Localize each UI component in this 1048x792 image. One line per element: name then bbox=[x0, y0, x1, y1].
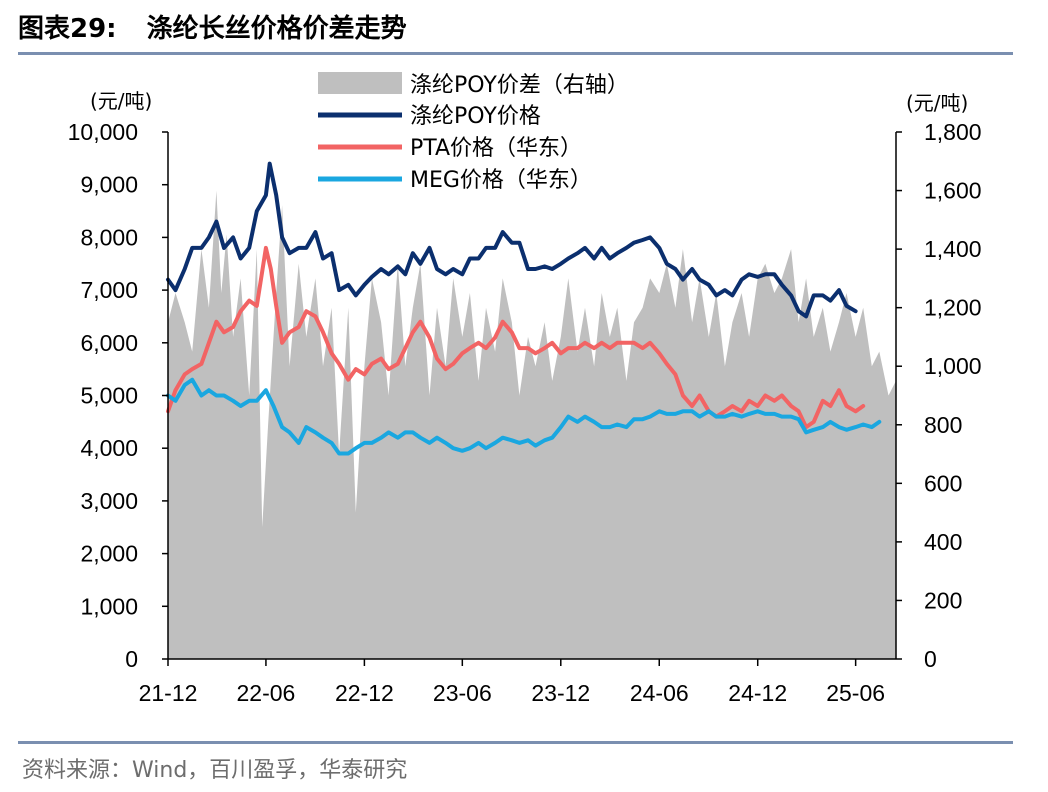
x-tick-label: 24-06 bbox=[630, 680, 689, 706]
left-tick-label: 4,000 bbox=[80, 435, 138, 461]
left-tick-label: 6,000 bbox=[80, 330, 138, 356]
figure-label: 图表29: bbox=[18, 14, 117, 44]
right-tick-label: 1,200 bbox=[924, 295, 982, 321]
meg-price-line bbox=[166, 377, 882, 456]
left-tick-label: 8,000 bbox=[80, 224, 138, 250]
x-tick-label: 23-12 bbox=[531, 680, 590, 706]
right-tick-label: 1,000 bbox=[924, 353, 982, 379]
x-tick-label: 23-06 bbox=[433, 680, 492, 706]
legend-swatch-spread bbox=[318, 72, 402, 94]
spread-area-layer bbox=[168, 190, 896, 659]
x-tick-label: 21-12 bbox=[139, 680, 198, 706]
right-tick-label: 1,800 bbox=[924, 119, 982, 145]
left-tick-label: 0 bbox=[125, 646, 138, 672]
pta-price-line bbox=[166, 245, 866, 430]
left-tick-label: 3,000 bbox=[80, 488, 138, 514]
legend-label: 涤纶POY价格 bbox=[410, 104, 541, 129]
chart-title: 涤纶长丝价格价差走势 bbox=[146, 14, 407, 44]
legend: 涤纶POY价差（右轴） 涤纶POY价格 PTA价格（华东） MEG价格（华东） bbox=[318, 72, 629, 193]
legend-label: PTA价格（华东） bbox=[410, 136, 582, 161]
figure-title: 图表29: 涤纶长丝价格价差走势 bbox=[18, 12, 407, 46]
bottom-divider bbox=[18, 741, 1013, 744]
price-lines-layer bbox=[166, 161, 882, 456]
top-divider bbox=[18, 52, 1013, 55]
legend-label: 涤纶POY价差（右轴） bbox=[410, 73, 629, 98]
right-tick-label: 1,400 bbox=[924, 236, 982, 262]
axes-layer: 0 1,000 2,000 3,000 4,000 5,000 6,000 7,000 8,00… bbox=[68, 119, 982, 706]
right-tick-label: 800 bbox=[924, 412, 962, 438]
right-tick-label: 0 bbox=[924, 646, 937, 672]
x-tick-label: 22-12 bbox=[335, 680, 394, 706]
left-tick-label: 7,000 bbox=[80, 277, 138, 303]
right-tick-label: 200 bbox=[924, 587, 962, 613]
left-tick-label: 9,000 bbox=[80, 172, 138, 198]
right-axis-unit: (元/吨) bbox=[906, 91, 968, 115]
left-tick-label: 2,000 bbox=[80, 541, 138, 567]
left-tick-label: 5,000 bbox=[80, 383, 138, 409]
left-tick-label: 10,000 bbox=[68, 119, 138, 145]
poy-price-line bbox=[166, 161, 858, 319]
poy-spread-area bbox=[168, 190, 896, 659]
right-tick-label: 1,600 bbox=[924, 178, 982, 204]
right-tick-label: 400 bbox=[924, 529, 962, 555]
right-tick-label: 600 bbox=[924, 470, 962, 496]
source-note: 资料来源：Wind，百川盈孚，华泰研究 bbox=[22, 758, 408, 783]
x-tick-label: 22-06 bbox=[237, 680, 296, 706]
x-tick-label: 25-06 bbox=[826, 680, 885, 706]
left-tick-label: 1,000 bbox=[80, 593, 138, 619]
x-tick-label: 24-12 bbox=[728, 680, 787, 706]
legend-label: MEG价格（华东） bbox=[410, 168, 592, 193]
left-axis-unit: (元/吨) bbox=[90, 89, 152, 113]
